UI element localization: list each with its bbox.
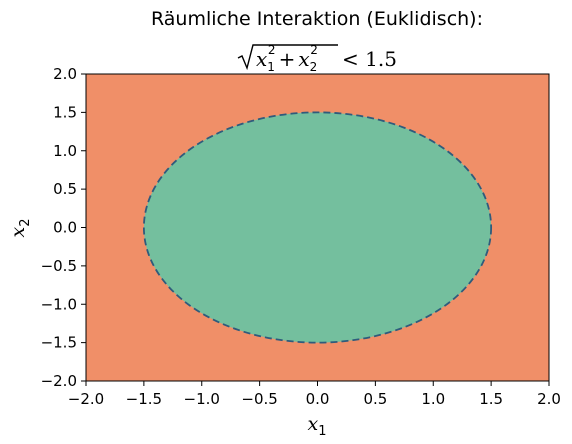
y-tick-label: 2.0: [53, 65, 77, 83]
formula-relation: < 1.5: [342, 47, 397, 71]
y-axis: −2.0 −1.5 −1.0 −0.5 0.0 0.5 1.0 1.5 2.0: [41, 65, 86, 390]
y-tick-label: −1.0: [41, 295, 77, 313]
svg-text:x12+x22: x12 + x22: [256, 43, 318, 74]
inside-region: [143, 112, 492, 343]
y-tick-label: −0.5: [41, 257, 77, 275]
chart-title: Räumliche Interaktion (Euklidisch):: [151, 8, 483, 30]
x-tick-label: 0.5: [363, 390, 387, 408]
formula-var-2: x: [298, 47, 309, 71]
x-tick-label: −1.5: [126, 390, 162, 408]
x-axis-label: x1: [308, 413, 327, 439]
x-tick-label: −1.0: [184, 390, 220, 408]
plot-area: [85, 73, 550, 382]
y-tick-label: 0.5: [53, 180, 77, 198]
x-tick-label: 1.0: [421, 390, 445, 408]
chart-subtitle-formula: x12 + x22 < 1.5: [237, 43, 397, 74]
boundary-circle: [142, 111, 493, 344]
formula-sub-2: 2: [310, 60, 318, 74]
y-tick-label: −1.5: [41, 334, 77, 352]
formula-var-1: x: [256, 47, 267, 71]
y-axis-label: x2: [7, 219, 33, 238]
y-tick-label: 0.0: [53, 219, 77, 237]
formula-sub-1: 1: [267, 60, 275, 74]
x-tick-label: 0.0: [306, 390, 330, 408]
formula-plus: +: [279, 47, 296, 71]
y-tick-label: −2.0: [41, 372, 77, 390]
y-tick-label: 1.0: [53, 142, 77, 160]
x-axis: −2.0 −1.5 −1.0 −0.5 0.0 0.5 1.0 1.5 2.0: [68, 381, 561, 408]
formula-exp-2: 2: [310, 43, 318, 57]
x-tick-label: 2.0: [537, 390, 561, 408]
x-tick-label: 1.5: [479, 390, 503, 408]
x-tick-label: −2.0: [68, 390, 104, 408]
y-tick-label: 1.5: [53, 103, 77, 121]
sqrt-sign: [237, 44, 338, 71]
x-tick-label: −0.5: [241, 390, 277, 408]
formula-exp-1: 2: [268, 43, 276, 57]
